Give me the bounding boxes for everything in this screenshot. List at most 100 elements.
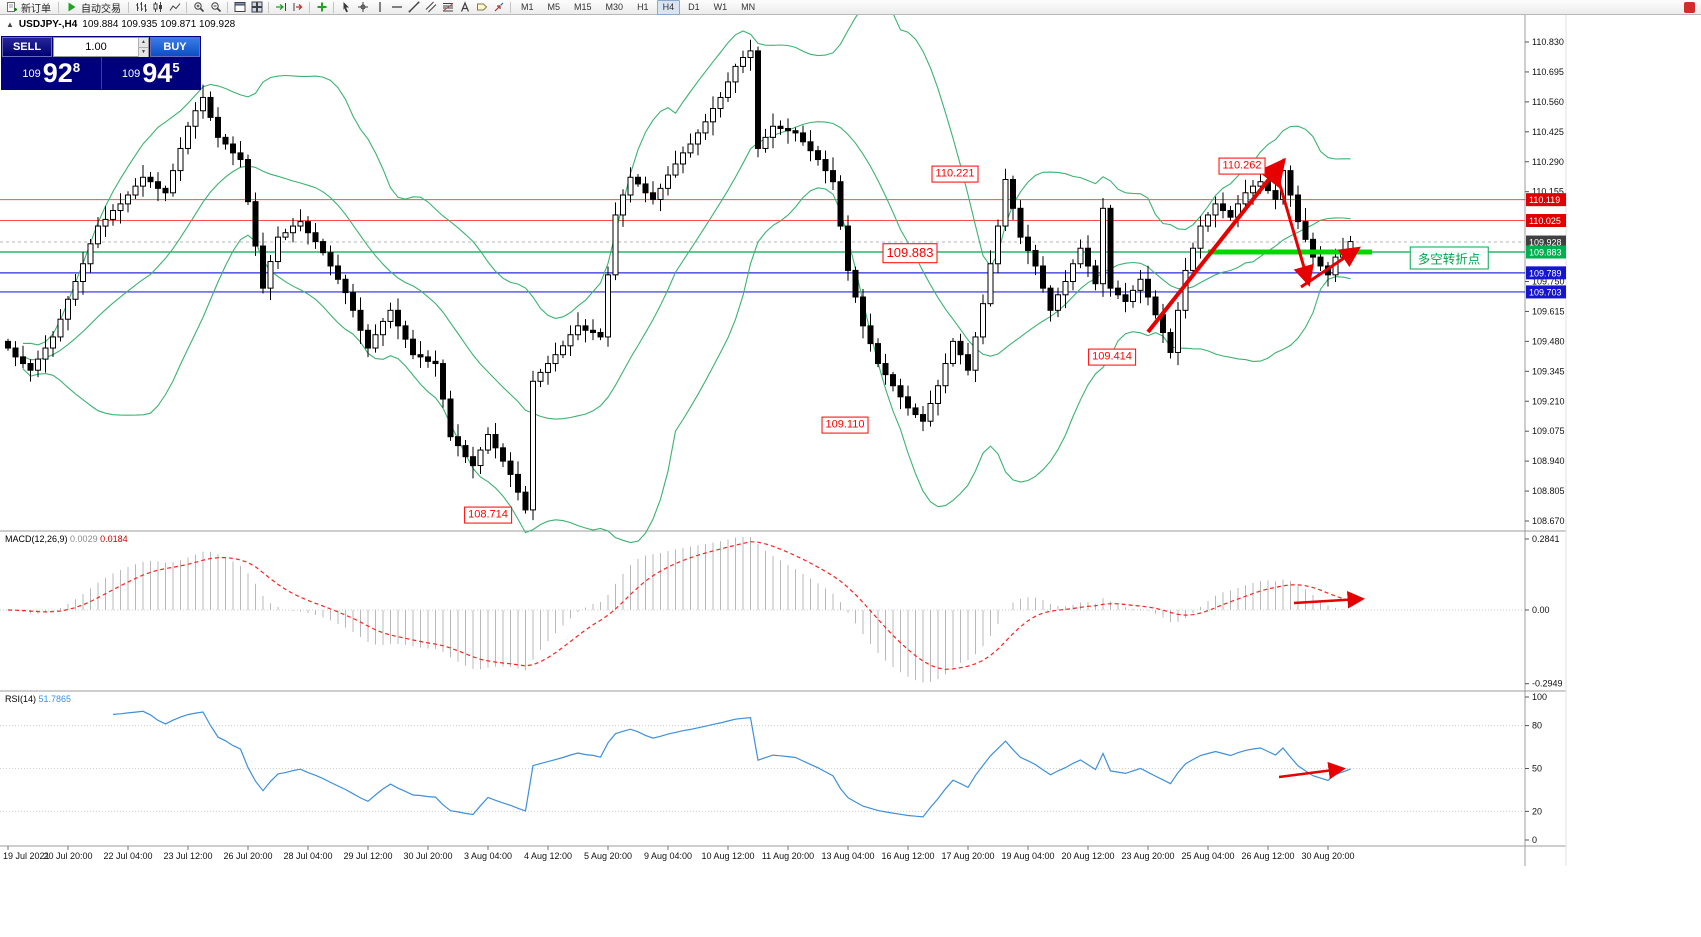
line-chart-icon[interactable] bbox=[166, 0, 183, 14]
time-axis-label: 23 Jul 12:00 bbox=[163, 851, 212, 861]
time-axis-label: 23 Aug 20:00 bbox=[1121, 851, 1174, 861]
price-axis-label: 109.075 bbox=[1532, 426, 1565, 436]
rsi-value: 51.7865 bbox=[38, 694, 72, 704]
macd-value-1: 0.0029 bbox=[70, 534, 98, 544]
collapse-panel-icon[interactable]: ▲ bbox=[6, 20, 14, 29]
time-axis-label: 26 Aug 12:00 bbox=[1241, 851, 1294, 861]
time-axis-label: 10 Aug 12:00 bbox=[701, 851, 754, 861]
price-axis-label: 110.695 bbox=[1532, 67, 1564, 77]
price-badge bbox=[1526, 214, 1566, 228]
ohlc-values: 109.884 109.935 109.871 109.928 bbox=[82, 19, 236, 30]
price-axis-label: 109.210 bbox=[1532, 396, 1565, 406]
candle-chart-icon[interactable] bbox=[149, 0, 166, 14]
price-annotation[interactable]: 110.262 bbox=[1218, 157, 1266, 175]
price-annotation[interactable]: 109.883 bbox=[882, 243, 938, 263]
price-badge bbox=[1526, 245, 1566, 259]
price-annotation[interactable]: 109.110 bbox=[821, 416, 869, 434]
trend-arrow[interactable] bbox=[1273, 167, 1314, 287]
price-annotation[interactable]: 110.221 bbox=[931, 165, 979, 183]
cursor-icon[interactable] bbox=[337, 0, 354, 14]
volume-decrease-button[interactable]: ▼ bbox=[138, 47, 148, 57]
candlestick-series bbox=[5, 39, 1354, 521]
ask-price[interactable]: 109 94 5 bbox=[121, 58, 180, 88]
price-axis-label: 110.155 bbox=[1532, 187, 1564, 197]
trend-arrow[interactable] bbox=[1278, 761, 1346, 780]
fibonacci-icon[interactable] bbox=[439, 0, 456, 14]
equidistant-channel-icon[interactable] bbox=[422, 0, 439, 14]
trendline-icon[interactable] bbox=[405, 0, 422, 14]
price-badge-label: 110.025 bbox=[1529, 216, 1561, 226]
timeframe-mn-button[interactable]: MN bbox=[741, 1, 756, 12]
toolbar-separator bbox=[333, 1, 334, 13]
time-axis-label: 16 Aug 12:00 bbox=[881, 851, 934, 861]
macd-axis-label: 0.00 bbox=[1532, 605, 1550, 615]
rsi-axis-label: 50 bbox=[1532, 764, 1542, 774]
arrows-tool-icon[interactable] bbox=[490, 0, 507, 14]
bid-price[interactable]: 109 92 8 bbox=[2, 57, 102, 89]
timeframe-d1-button[interactable]: D1 bbox=[688, 1, 700, 12]
time-axis-label: 13 Aug 04:00 bbox=[821, 851, 874, 861]
toolbar-separator bbox=[510, 1, 511, 13]
volume-increase-button[interactable]: ▲ bbox=[138, 38, 148, 47]
timeframe-h1-button[interactable]: H1 bbox=[637, 1, 649, 12]
trend-arrow[interactable] bbox=[1293, 591, 1365, 609]
bar-chart-icon[interactable] bbox=[132, 0, 149, 14]
price-badge-label: 110.119 bbox=[1529, 195, 1560, 205]
autotrading-button[interactable]: 自动交易 bbox=[62, 0, 125, 15]
crosshair-icon[interactable] bbox=[354, 0, 371, 14]
chart-shift-icon[interactable] bbox=[289, 0, 306, 14]
auto-scroll-icon[interactable] bbox=[272, 0, 289, 14]
timeframe-h4-button[interactable]: H4 bbox=[656, 0, 681, 15]
price-annotation[interactable]: 108.714 bbox=[464, 506, 512, 524]
price-badge-label: 109.928 bbox=[1529, 238, 1562, 248]
sell-button[interactable]: SELL bbox=[2, 37, 52, 57]
new-window-icon[interactable] bbox=[231, 0, 248, 14]
price-axis-label: 108.670 bbox=[1532, 516, 1565, 526]
toolbar-separator bbox=[309, 1, 310, 13]
timeframe-m5-button[interactable]: M5 bbox=[547, 1, 561, 12]
rsi-line bbox=[112, 710, 1351, 818]
text-icon[interactable] bbox=[456, 0, 473, 14]
time-axis-label: 4 Aug 12:00 bbox=[524, 851, 572, 861]
indicators-icon[interactable] bbox=[313, 0, 330, 14]
tile-windows-icon[interactable] bbox=[248, 0, 265, 14]
timeframe-m15-button[interactable]: M15 bbox=[574, 1, 592, 12]
timeframe-m1-button[interactable]: M1 bbox=[521, 1, 534, 12]
rsi-axis-label: 80 bbox=[1532, 721, 1542, 731]
vertical-line-icon[interactable] bbox=[371, 0, 388, 14]
trend-arrow[interactable] bbox=[1146, 157, 1286, 334]
text-label-icon[interactable] bbox=[473, 0, 490, 14]
horizontal-line-icon[interactable] bbox=[388, 0, 405, 14]
toolbar-separator bbox=[268, 1, 269, 13]
zoom-in-icon[interactable] bbox=[190, 0, 207, 14]
buy-button[interactable]: BUY bbox=[150, 37, 200, 57]
time-axis-label: 11 Aug 20:00 bbox=[762, 851, 814, 861]
volume-input[interactable] bbox=[54, 38, 148, 56]
price-badge-label: 109.789 bbox=[1529, 268, 1562, 278]
timeframe-m30-button[interactable]: M30 bbox=[605, 1, 624, 12]
time-axis-label: 17 Aug 20:00 bbox=[941, 851, 994, 861]
volume-field[interactable]: ▲ ▼ bbox=[53, 37, 149, 57]
price-annotation[interactable]: 109.414 bbox=[1088, 348, 1136, 366]
turning-point-callout[interactable]: 多空转折点 bbox=[1409, 246, 1489, 270]
macd-name: MACD(12,26,9) bbox=[5, 534, 68, 544]
timeframe-w1-button[interactable]: W1 bbox=[713, 1, 728, 12]
price-axis-label: 110.425 bbox=[1532, 127, 1564, 137]
time-axis-label: 30 Jul 20:00 bbox=[403, 851, 452, 861]
rsi-indicator-label: RSI(14) 51.7865 bbox=[5, 694, 71, 704]
zoom-out-icon[interactable] bbox=[207, 0, 224, 14]
macd-signal-line bbox=[7, 541, 1351, 670]
toolbar-right-red-icon[interactable] bbox=[1684, 2, 1695, 13]
new-order-button[interactable]: 新订单 bbox=[2, 0, 55, 15]
trend-arrow[interactable] bbox=[1300, 246, 1361, 289]
price-badge bbox=[1526, 285, 1566, 299]
toolbar-separator bbox=[58, 1, 59, 13]
price-badge bbox=[1526, 235, 1566, 249]
toolbar-separator bbox=[227, 1, 228, 13]
time-axis-label: 25 Aug 04:00 bbox=[1181, 851, 1234, 861]
price-axis-label: 110.560 bbox=[1532, 97, 1564, 107]
price-axis-label: 108.940 bbox=[1532, 456, 1565, 466]
time-axis-label: 20 Aug 12:00 bbox=[1061, 851, 1114, 861]
toolbar-separator bbox=[186, 1, 187, 13]
